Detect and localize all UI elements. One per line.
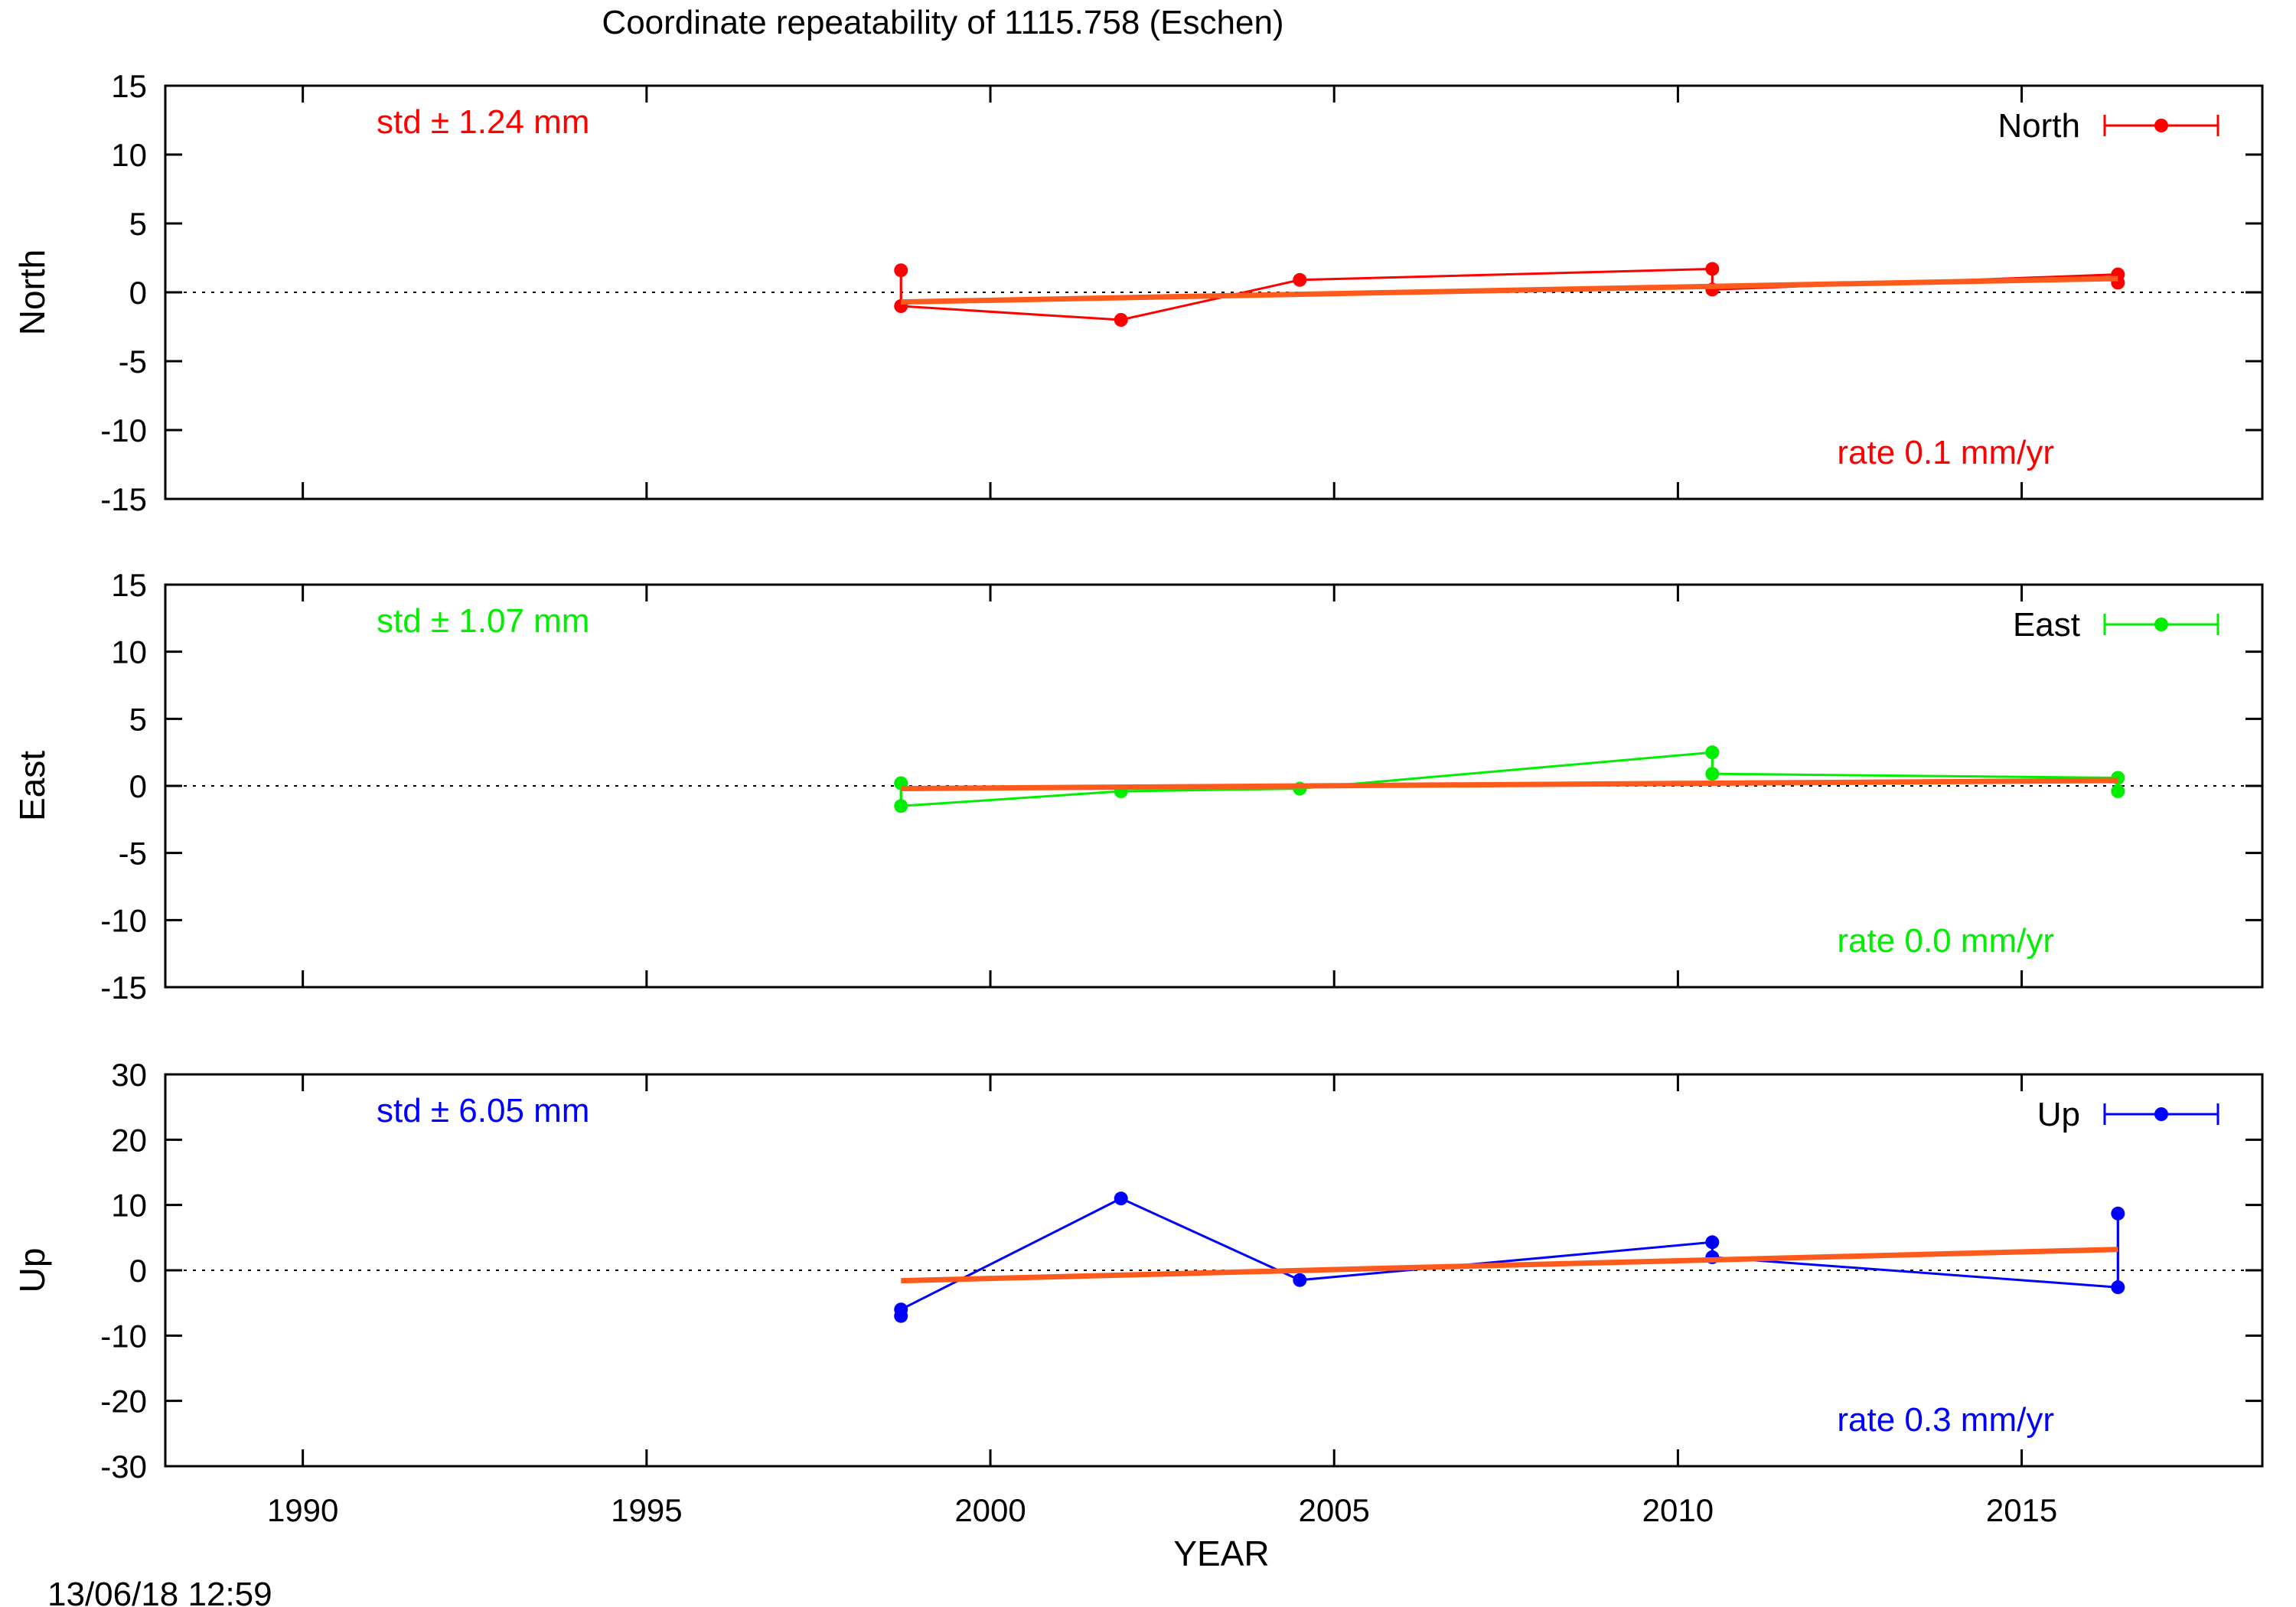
ylabel: East	[12, 751, 52, 821]
ytick-label: -5	[119, 836, 147, 872]
ytick-label: -10	[100, 412, 147, 448]
ytick-label: -5	[119, 344, 147, 380]
xlabel: YEAR	[1173, 1534, 1269, 1573]
xtick-label: 2010	[1642, 1492, 1714, 1528]
legend-marker	[2154, 1107, 2168, 1121]
ytick-label: 10	[111, 137, 147, 173]
std-annotation: std ± 6.05 mm	[377, 1092, 589, 1129]
ylabel: North	[12, 249, 52, 335]
data-point	[1705, 1235, 1720, 1250]
panel-east: 15 10 5 0 -5 -10 -15 East std ± 1.07 mm rate 0.0 …	[12, 567, 2264, 1006]
data-point	[894, 1302, 908, 1317]
data-point	[1293, 272, 1307, 287]
std-annotation: std ± 1.07 mm	[377, 602, 589, 640]
ytick-label: 5	[129, 701, 147, 737]
xtick-label: 2000	[954, 1492, 1026, 1528]
rate-annotation: rate 0.0 mm/yr	[1837, 922, 2054, 960]
ytick-label: -15	[100, 481, 147, 517]
ytick-label: 20	[111, 1122, 147, 1158]
ytick-label: 15	[111, 567, 147, 603]
rate-annotation: rate 0.3 mm/yr	[1837, 1401, 2054, 1439]
ytick-label: 0	[129, 1253, 147, 1289]
ytick-label: 30	[111, 1057, 147, 1093]
legend-marker	[2154, 119, 2168, 132]
ytick-label: 0	[129, 275, 147, 311]
xtick-label: 1990	[267, 1492, 338, 1528]
data-point	[1705, 767, 1720, 781]
ytick-label: -30	[100, 1449, 147, 1485]
ylabel: Up	[12, 1248, 52, 1293]
data-point	[1114, 313, 1128, 327]
xtick-label: 2005	[1298, 1492, 1369, 1528]
ytick-label: 15	[111, 68, 147, 104]
data-point	[894, 799, 908, 813]
data-point	[894, 263, 908, 278]
data-point	[2111, 1280, 2125, 1295]
legend-label: North	[1998, 107, 2080, 145]
xtick-label: 1995	[611, 1492, 682, 1528]
legend-east: East	[2013, 606, 2219, 644]
ytick-label: -15	[100, 970, 147, 1006]
series-line-east	[899, 751, 2119, 807]
series-line-north	[899, 267, 2119, 321]
trend-line	[901, 1247, 2118, 1284]
std-annotation: std ± 1.24 mm	[377, 103, 589, 141]
timestamp: 13/06/18 12:59	[47, 1576, 272, 1607]
legend-label: East	[2013, 606, 2080, 644]
series-line-up	[899, 1197, 2119, 1316]
ytick-label: 10	[111, 1188, 147, 1224]
data-point	[1705, 745, 1720, 760]
legend-marker	[2154, 618, 2168, 631]
legend-label: Up	[2037, 1096, 2080, 1133]
data-point	[1114, 1191, 1128, 1206]
data-point	[2111, 784, 2125, 799]
panel-north: 15 10 5 0 -5 -10 -15 North std ± 1.24 mm rate 0.1…	[12, 68, 2264, 517]
ytick-label: -20	[100, 1384, 147, 1420]
legend-north: North	[1998, 107, 2219, 145]
data-point	[1705, 262, 1720, 276]
ytick-label: -10	[100, 1318, 147, 1354]
ytick-label: 0	[129, 768, 147, 804]
ytick-label: 5	[129, 206, 147, 242]
trend-line	[901, 275, 2118, 305]
data-point	[2111, 1206, 2125, 1221]
ytick-label: 10	[111, 634, 147, 670]
legend-up: Up	[2037, 1096, 2219, 1133]
xtick-label: 2015	[1986, 1492, 2057, 1528]
ytick-label: -10	[100, 902, 147, 938]
trend-line	[901, 777, 2118, 792]
data-point	[1293, 1273, 1307, 1287]
chart-panels: 15 10 5 0 -5 -10 -15 North std ± 1.24 mm rate 0.1…	[12, 68, 2264, 1573]
figure-title: Coordinate repeatability of 1115.758 (Es…	[602, 4, 1283, 41]
rate-annotation: rate 0.1 mm/yr	[1837, 434, 2054, 471]
